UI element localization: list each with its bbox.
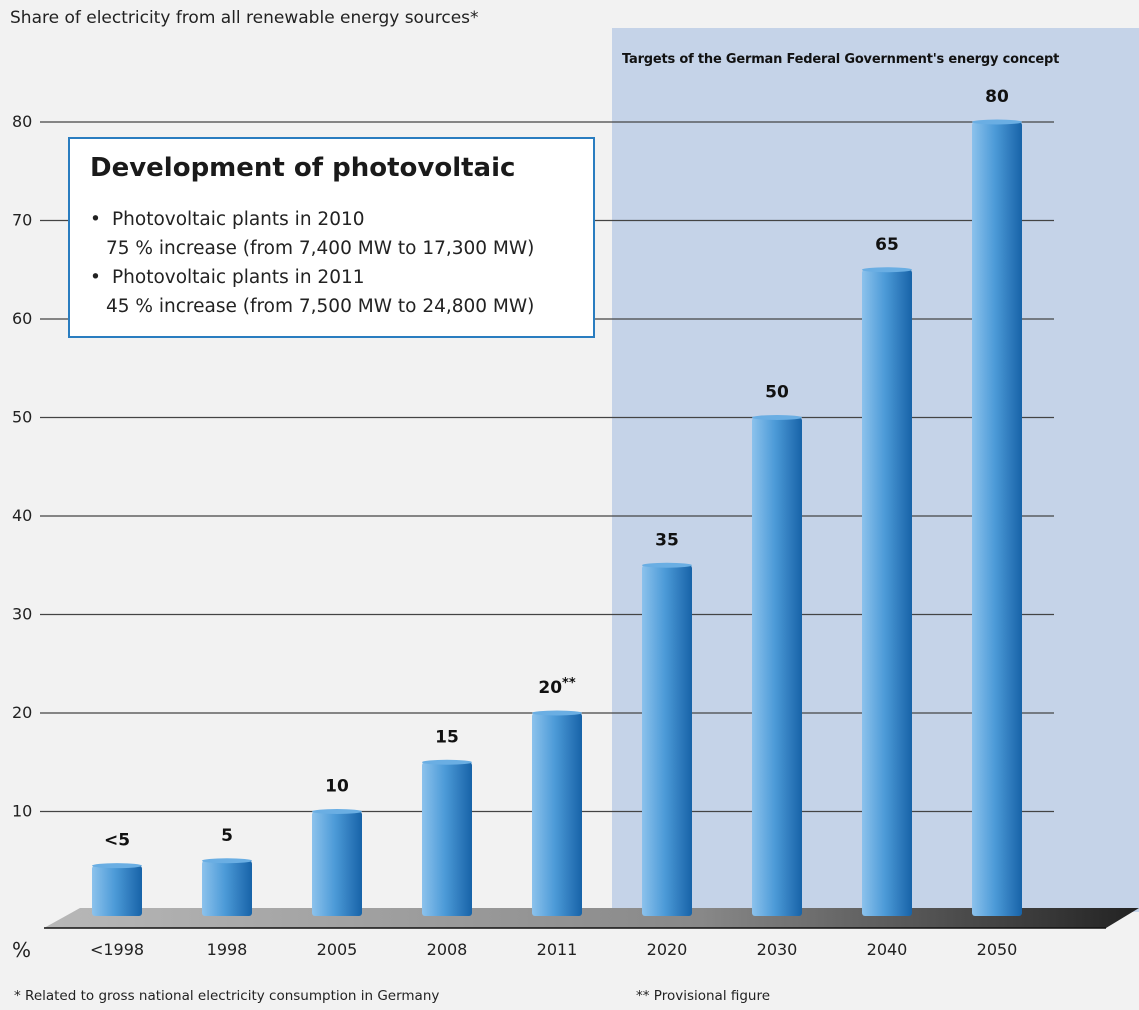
bar-2020 [642, 565, 692, 916]
bar-top [92, 863, 142, 869]
info-item-detail: 45 % increase (from 7,500 MW to 24,800 M… [106, 296, 535, 317]
info-box-title: Development of photovoltaic [90, 153, 516, 183]
bar-top [972, 119, 1022, 125]
info-box-list: Photovoltaic plants in 2010 75 % increas… [90, 205, 534, 321]
y-tick-label: 30 [12, 605, 32, 624]
bar-<1998 [92, 865, 142, 916]
chart-title: Share of electricity from all renewable … [10, 8, 479, 28]
bar-2050 [972, 122, 1022, 916]
footnote-consumption: * Related to gross national electricity … [14, 988, 440, 1004]
bar-top [202, 858, 252, 864]
bar-2011 [532, 713, 582, 916]
x-tick-label: 2040 [867, 940, 908, 959]
info-item-heading: Photovoltaic plants in 2010 [112, 209, 365, 230]
bar-2030 [752, 417, 802, 916]
bar-top [642, 562, 692, 568]
data-label: 15 [435, 727, 459, 747]
y-tick-label: 60 [12, 309, 32, 328]
data-label: 35 [655, 530, 679, 550]
data-label: 10 [325, 777, 349, 797]
bar-top [862, 267, 912, 273]
y-tick-label: 20 [12, 703, 32, 722]
x-tick-label: 2005 [317, 940, 358, 959]
bar-top [312, 809, 362, 814]
data-label: <5 [104, 831, 130, 851]
footnote-provisional: ** Provisional figure [636, 988, 771, 1004]
y-tick-label: 80 [12, 112, 32, 131]
bar-1998 [202, 860, 252, 916]
y-tick-label: 10 [12, 802, 32, 821]
bar-top [752, 415, 802, 420]
bar-top [532, 710, 582, 716]
data-label: 5 [221, 826, 233, 846]
x-tick-label: 1998 [207, 940, 248, 959]
target-area-label: Targets of the German Federal Government… [622, 52, 1060, 67]
bar-2040 [862, 269, 912, 916]
data-label-mark: ** [562, 676, 576, 691]
info-item-detail: 75 % increase (from 7,400 MW to 17,300 M… [106, 238, 535, 259]
x-tick-label: 2020 [647, 940, 688, 959]
x-tick-label: 2008 [427, 940, 468, 959]
y-tick-label: 70 [12, 211, 32, 230]
photovoltaic-info-box: Development of photovoltaic Photovoltaic… [68, 137, 595, 338]
data-label: 65 [875, 235, 899, 255]
data-label: 80 [985, 87, 1009, 107]
y-tick-label: 40 [12, 506, 32, 525]
data-label: 50 [765, 383, 789, 403]
x-tick-label: <1998 [90, 940, 144, 959]
info-item: Photovoltaic plants in 2010 75 % increas… [90, 205, 534, 263]
info-item: Photovoltaic plants in 2011 45 % increas… [90, 263, 534, 321]
bar-2008 [422, 762, 472, 916]
x-tick-label: 2050 [977, 940, 1018, 959]
info-item-heading: Photovoltaic plants in 2011 [112, 267, 365, 288]
bar-top [422, 759, 472, 765]
x-tick-label: 2011 [537, 940, 578, 959]
bar-2005 [312, 811, 362, 916]
data-label: 20** [538, 676, 575, 698]
y-tick-label: 50 [12, 408, 32, 427]
x-tick-label: 2030 [757, 940, 798, 959]
y-axis-unit: % [12, 938, 32, 962]
